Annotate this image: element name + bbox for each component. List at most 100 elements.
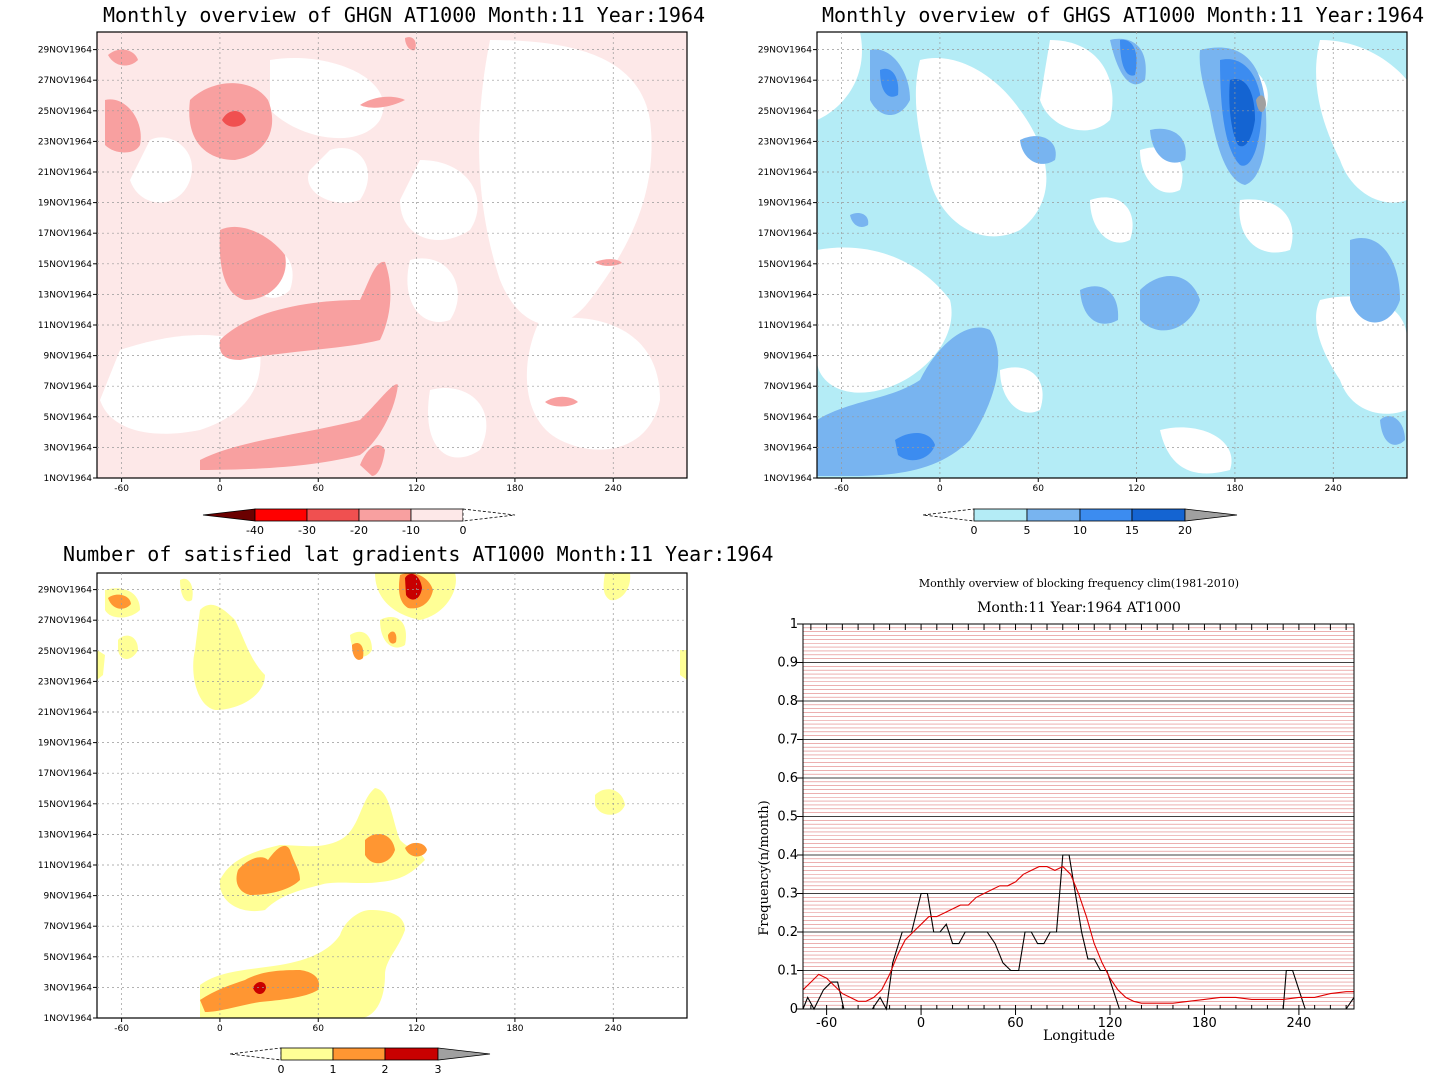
latgrad-grid [97,573,687,1018]
colorbar-label: 2 [382,1063,389,1076]
colorbar-label: -20 [350,524,368,537]
y-tick-label: 0.3 [777,887,798,902]
date-tick-label: 11NOV1964 [758,321,812,331]
date-tick-label: 27NOV1964 [38,616,92,626]
latgrad-panel: Number of satisfied lat gradients AT1000… [0,540,774,1091]
chart-title: Monthly overview of GHGN AT1000 Month:11… [103,3,706,27]
lon-tick-label: 180 [1226,484,1243,494]
y-tick-label: 0.2 [777,925,798,940]
date-tick-label: 25NOV1964 [38,647,92,657]
date-tick-label: 25NOV1964 [758,107,812,117]
lon-tick-label: 240 [1325,484,1342,494]
y-tick-label: 0 [790,1002,798,1017]
date-tick-label: 25NOV1964 [38,107,92,117]
date-tick-label: 17NOV1964 [38,229,92,239]
blocking-line-chart: Monthly overview of blocking frequency c… [757,577,1355,1044]
ghgn-panel: Monthly overview of GHGN AT1000 Month:11… [0,0,720,545]
lon-tick-label: 120 [408,484,425,494]
plot-frame [96,31,688,479]
date-tick-label: 17NOV1964 [758,229,812,239]
lon-tick-label: 60 [313,1024,325,1034]
x-tick-label: 120 [1098,1016,1123,1031]
lon-tick-label: 60 [1033,484,1045,494]
chart-title: Number of satisfied lat gradients AT1000… [63,542,774,566]
x-tick-label: 0 [917,1016,925,1031]
date-tick-label: 5NOV1964 [44,413,93,423]
date-tick-label: 27NOV1964 [38,76,92,86]
date-tick-label: 29NOV1964 [38,586,92,596]
plot-frame [816,31,1408,479]
date-tick-label: 7NOV1964 [44,382,93,392]
x-tick-label: 180 [1192,1016,1217,1031]
y-tick-label: 0.8 [777,694,798,709]
date-tick-label: 3NOV1964 [44,983,93,993]
lon-tick-label: 120 [408,1024,425,1034]
date-tick-label: 11NOV1964 [38,861,92,871]
ghgn-axes: 1NOV1964 3NOV1964 5NOV1964 7NOV1964 9NOV1964… [38,46,622,494]
date-tick-label: 19NOV1964 [758,199,812,209]
blocking-minor-grid [803,627,1354,1006]
ghgs-grid [817,32,1407,478]
chart-title: Monthly overview of blocking frequency c… [919,577,1239,590]
colorbar-label: 0 [971,524,978,537]
date-tick-label: 5NOV1964 [764,413,813,423]
date-tick-label: 3NOV1964 [44,443,93,453]
date-tick-label: 13NOV1964 [38,830,92,840]
date-tick-label: 15NOV1964 [38,260,92,270]
blocking-tick-labels: 0 0.1 0.2 0.3 0.4 0.5 0.6 0.7 0.8 0.9 1 -60 0 60 120 18… [777,617,1311,1031]
date-tick-label: 21NOV1964 [758,168,812,178]
date-tick-label: 1NOV1964 [764,474,813,484]
y-tick-label: 0.7 [777,733,798,748]
date-tick-label: 29NOV1964 [758,46,812,56]
date-tick-label: 23NOV1964 [758,137,812,147]
lon-tick-label: -60 [114,1024,129,1034]
blocking-ticks [797,623,1347,1015]
lon-tick-label: 0 [217,484,223,494]
lon-tick-label: 60 [313,484,325,494]
x-tick-label: 60 [1007,1016,1024,1031]
lon-tick-label: 0 [217,1024,223,1034]
colorbar-label: 3 [435,1063,442,1076]
colorbar-label: -10 [402,524,420,537]
lon-tick-label: 120 [1128,484,1145,494]
date-tick-label: 15NOV1964 [38,800,92,810]
x-axis-label: Longitude [1043,1028,1115,1044]
colorbar-label: 15 [1125,524,1139,537]
ghgs-colorbar: 0 5 10 15 20 [922,508,1238,537]
date-tick-label: 1NOV1964 [44,1014,93,1024]
chart-subtitle: Month:11 Year:1964 AT1000 [977,600,1181,616]
date-tick-label: 3NOV1964 [764,443,813,453]
y-tick-label: 0.9 [777,656,798,671]
lon-tick-label: 0 [937,484,943,494]
colorbar-label: -40 [246,524,264,537]
colorbar-label: 5 [1024,524,1031,537]
date-tick-label: 7NOV1964 [764,382,813,392]
y-tick-label: 0.1 [777,964,798,979]
date-tick-label: 21NOV1964 [38,708,92,718]
date-tick-label: 13NOV1964 [38,290,92,300]
ghgn-core-contours [222,111,246,127]
x-tick-label: -60 [816,1016,837,1031]
colorbar-label: 10 [1073,524,1087,537]
colorbar-label: 20 [1178,524,1192,537]
latgrad-contours-3 [253,573,422,994]
latgrad-heatmap: 1NOV1964 3NOV1964 5NOV1964 7NOV1964 9NOV1964… [38,572,688,1034]
ghgn-grid [97,32,687,478]
plot-frame [96,572,688,1019]
ghgs-heatmap: 1NOV1964 3NOV1964 5NOV1964 7NOV1964 9NOV1964… [758,31,1408,494]
lon-tick-label: 240 [605,484,622,494]
colorbar-label: 1 [330,1063,337,1076]
date-tick-label: 5NOV1964 [44,953,93,963]
lon-tick-label: 180 [506,1024,523,1034]
date-tick-label: 1NOV1964 [44,474,93,484]
ghgs-axes: 1NOV1964 3NOV1964 5NOV1964 7NOV1964 9NOV1964… [758,46,1342,494]
plot-frame [802,623,1355,1010]
ghgs-contours-15 [1229,79,1255,147]
colorbar-label: -30 [298,524,316,537]
lon-tick-label: -60 [834,484,849,494]
y-axis-label: Frequency(n/month) [757,800,772,935]
date-tick-label: 19NOV1964 [38,199,92,209]
date-tick-label: 23NOV1964 [38,137,92,147]
ghgn-heatmap: 1NOV1964 3NOV1964 5NOV1964 7NOV1964 9NOV1964… [38,31,688,494]
date-tick-label: 9NOV1964 [44,352,93,362]
